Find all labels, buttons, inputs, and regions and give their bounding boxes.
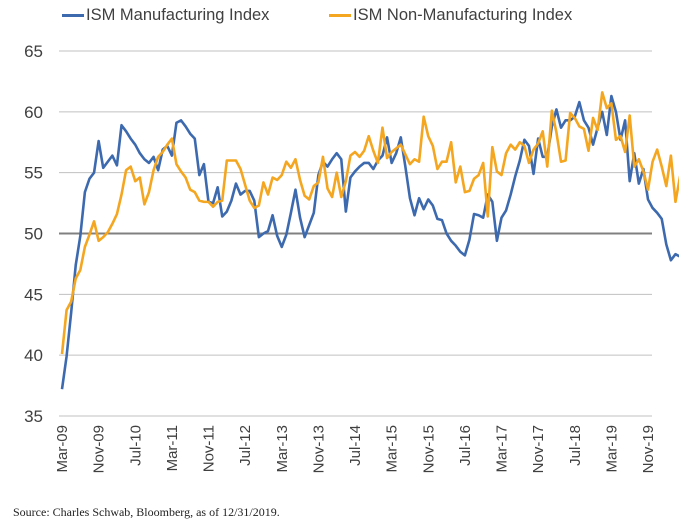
x-tick-label: Mar-09 (54, 425, 71, 473)
y-tick-label: 45 (24, 285, 43, 304)
x-tick-label: Jul-10 (127, 425, 144, 466)
x-tick-label: Nov-19 (640, 425, 657, 473)
x-tick-label: Jul-16 (457, 425, 474, 466)
legend-swatch-manufacturing (62, 14, 84, 17)
source-note: Source: Charles Schwab, Bloomberg, as of… (13, 505, 280, 519)
x-tick-label: Nov-13 (310, 425, 327, 473)
legend-item-manufacturing: ISM Manufacturing Index (62, 6, 269, 25)
y-tick-label: 40 (24, 346, 43, 365)
x-tick-label: Mar-17 (494, 425, 511, 473)
x-tick-label: Mar-19 (603, 425, 620, 473)
y-tick-label: 60 (24, 103, 43, 122)
x-tick-label: Jul-12 (237, 425, 254, 466)
legend-label-non-manufacturing: ISM Non-Manufacturing Index (353, 6, 573, 24)
x-tick-label: Nov-15 (420, 425, 437, 473)
y-tick-label: 35 (24, 407, 43, 426)
y-tick-label: 50 (24, 225, 43, 244)
x-tick-label: Nov-09 (91, 425, 108, 473)
gridlines (59, 50, 652, 417)
series-line-non-manufacturing (60, 91, 679, 355)
x-tick-label: Nov-11 (201, 425, 218, 472)
y-tick-label: 55 (24, 164, 43, 183)
x-tick-label: Mar-11 (164, 425, 181, 471)
legend: ISM Manufacturing Index ISM Non-Manufact… (0, 6, 679, 30)
y-tick-label: 65 (24, 42, 43, 61)
x-tick-label: Nov-17 (530, 425, 547, 473)
legend-label-manufacturing: ISM Manufacturing Index (86, 6, 270, 24)
series-lines (60, 91, 679, 390)
y-axis-ticks: 35 40 45 50 55 60 65 (24, 42, 43, 426)
legend-item-non-manufacturing: ISM Non-Manufacturing Index (329, 6, 572, 25)
x-tick-label: Mar-13 (274, 425, 291, 473)
x-tick-label: Jul-18 (567, 425, 584, 466)
x-tick-label: Jul-14 (347, 425, 364, 466)
legend-swatch-non-manufacturing (329, 14, 351, 17)
x-tick-label: Mar-15 (384, 425, 401, 473)
x-axis-ticks: Mar-09 Nov-09 Jul-10 Mar-11 Nov-11 Jul-12 Mar-… (54, 425, 657, 473)
